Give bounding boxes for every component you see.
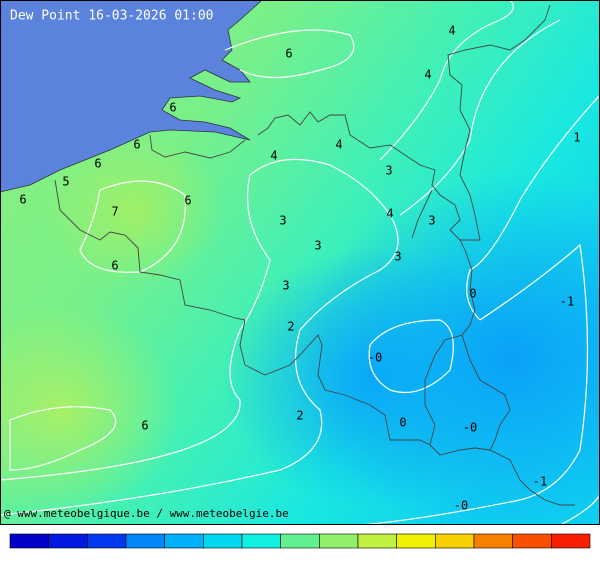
legend-swatch — [551, 533, 591, 549]
contour-label: 2 — [287, 320, 294, 334]
contour-label: 3 — [279, 214, 286, 228]
isolines — [0, 0, 600, 525]
credit: @ www.meteobelgique.be / www.meteobelgie… — [4, 507, 289, 520]
legend-swatch — [9, 533, 49, 549]
legend-swatch — [164, 533, 204, 549]
contour-label: 0 — [399, 416, 406, 430]
legend-swatch — [280, 533, 320, 549]
contour-label: 5 — [62, 175, 69, 189]
contour-label: 4 — [270, 149, 277, 163]
borders — [54, 4, 575, 506]
legend-swatch — [48, 533, 88, 549]
legend-swatch — [512, 533, 552, 549]
contour-label: 6 — [94, 157, 101, 171]
legend-swatch — [203, 533, 243, 549]
contour-label: 3 — [314, 239, 321, 253]
contour-label: 6 — [133, 138, 140, 152]
legend-swatch — [357, 533, 397, 549]
legend-swatch — [319, 533, 359, 549]
contour-label: 1 — [573, 131, 580, 145]
legend-swatch — [435, 533, 475, 549]
map-title: Dew Point 16-03-2026 01:00 — [10, 9, 214, 24]
contour-label: 6 — [169, 101, 176, 115]
legend-swatch — [473, 533, 513, 549]
legend-swatch — [87, 533, 127, 549]
contour-label: 6 — [184, 194, 191, 208]
contour-label: 4 — [335, 138, 342, 152]
contour-label: -1 — [560, 295, 574, 309]
contour-label: 7 — [111, 205, 118, 219]
sea — [0, 0, 263, 193]
contour-label: 3 — [428, 214, 435, 228]
contour-label: 6 — [141, 419, 148, 433]
legend-swatch — [241, 533, 281, 549]
contour-label: 4 — [424, 68, 431, 82]
contour-label: 3 — [394, 250, 401, 264]
contour-label: 4 — [448, 24, 455, 38]
contour-label: 3 — [385, 164, 392, 178]
contour-label: -1 — [533, 475, 547, 489]
contour-label: -0 — [454, 499, 468, 513]
contour-label: -0 — [368, 351, 382, 365]
contour-label: 0 — [469, 287, 476, 301]
contour-label: -0 — [463, 421, 477, 435]
contour-label: 6 — [285, 47, 292, 61]
legend-bar — [9, 533, 591, 549]
legend-swatch — [125, 533, 165, 549]
legend-swatch — [396, 533, 436, 549]
contour-label: 6 — [111, 259, 118, 273]
map-field — [0, 0, 600, 525]
contour-label: 4 — [386, 207, 393, 221]
contour-label: 3 — [282, 279, 289, 293]
contour-label: 2 — [296, 409, 303, 423]
contour-label: 6 — [19, 193, 26, 207]
